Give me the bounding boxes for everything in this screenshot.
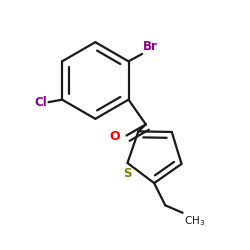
Text: CH$_3$: CH$_3$ [184, 214, 205, 228]
Text: Br: Br [143, 40, 158, 53]
Text: S: S [123, 168, 132, 180]
Text: Cl: Cl [34, 96, 47, 109]
Text: O: O [109, 130, 120, 143]
